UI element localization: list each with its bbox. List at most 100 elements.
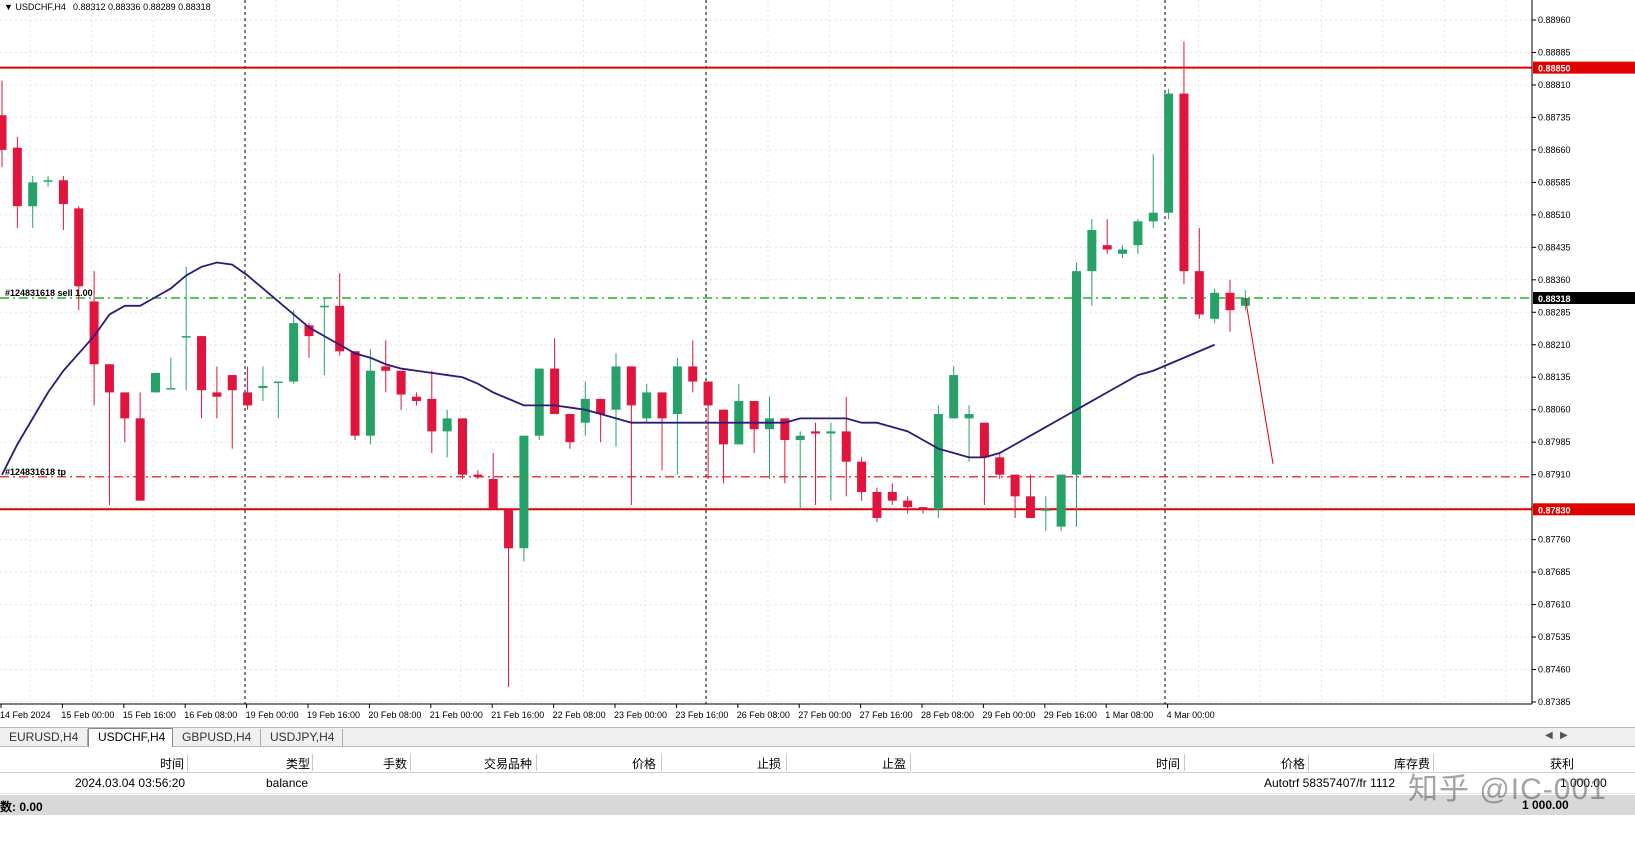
candle-body xyxy=(427,398,437,432)
candle-body xyxy=(995,457,1005,475)
candle-body xyxy=(58,180,68,205)
candle-body xyxy=(381,366,391,371)
time-tick-label: 28 Feb 08:00 xyxy=(921,710,974,720)
price-level-badge xyxy=(1533,503,1635,516)
price-tick-label: 0.88660 xyxy=(1538,145,1571,155)
time-tick-label: 19 Feb 00:00 xyxy=(246,710,299,720)
time-tick-label: 23 Feb 16:00 xyxy=(675,710,728,720)
price-tick-label: 0.88210 xyxy=(1538,340,1571,350)
col-close-time[interactable]: 时间 xyxy=(1155,757,1180,771)
candle-body xyxy=(365,370,375,436)
price-tick-label: 0.88585 xyxy=(1538,177,1571,187)
tab-usdchf[interactable]: USDCHF,H4 xyxy=(88,728,173,747)
candle-body xyxy=(565,414,575,443)
price-tick-label: 0.88960 xyxy=(1538,15,1571,25)
candle-body xyxy=(703,381,713,406)
chart-canvas[interactable]: #124831618 sell 1.00 #124831618 tp 0.88960… xyxy=(0,0,1635,727)
order-label-sell: #124831618 sell 1.00 xyxy=(5,288,93,298)
price-tick-label: 0.88360 xyxy=(1538,275,1571,285)
time-tick-label: 27 Feb 16:00 xyxy=(860,710,913,720)
candle-body xyxy=(780,418,790,441)
tab-scroll-right-icon[interactable]: ▶ xyxy=(1560,730,1568,741)
candle-body xyxy=(396,370,406,395)
candle-body xyxy=(611,366,621,410)
candle-body xyxy=(1025,496,1035,518)
price-tick-label: 0.88435 xyxy=(1538,242,1571,252)
price-tick-label: 0.88135 xyxy=(1538,372,1571,382)
col-sl[interactable]: 止损 xyxy=(756,757,781,771)
col-volume[interactable]: 手数 xyxy=(382,757,407,771)
price-tick-label: 0.87985 xyxy=(1538,437,1571,447)
col-swap[interactable]: 库存费 xyxy=(1393,757,1430,771)
col-profit[interactable]: 获利 xyxy=(1549,757,1574,771)
price-level-badge-label: 0.88850 xyxy=(1538,64,1571,74)
price-tick-label: 0.88885 xyxy=(1538,47,1571,57)
candle-body xyxy=(1194,271,1204,315)
price-tick-label: 0.88285 xyxy=(1538,307,1571,317)
candle-body xyxy=(596,398,606,415)
candle-body xyxy=(872,491,882,518)
candle-body xyxy=(918,507,928,510)
order-label-tp: #124831618 tp xyxy=(5,467,67,477)
candle-body xyxy=(1102,245,1112,250)
candle-body xyxy=(826,431,836,434)
tab-scroll-left-icon[interactable]: ◀ xyxy=(1545,730,1553,741)
candle-body xyxy=(227,375,237,391)
time-tick-label: 21 Feb 16:00 xyxy=(491,710,544,720)
tab-gbpusd[interactable]: GBPUSD,H4 xyxy=(173,729,261,746)
terminal-panel: 时间 类型 手数 交易品种 价格 止损 止盈 时间 价格 库存费 获利 2024… xyxy=(0,748,1635,862)
price-tick-label: 0.87760 xyxy=(1538,535,1571,545)
time-tick-label: 26 Feb 08:00 xyxy=(737,710,790,720)
col-price[interactable]: 价格 xyxy=(631,757,656,771)
time-tick-label: 15 Feb 00:00 xyxy=(61,710,114,720)
row-profit: 1 000.00 xyxy=(1560,776,1607,790)
candle-body xyxy=(688,366,698,382)
row-type: balance xyxy=(266,776,309,790)
candle-body xyxy=(258,385,268,389)
time-tick-label: 19 Feb 16:00 xyxy=(307,710,360,720)
candle-body xyxy=(550,368,560,415)
col-tp[interactable]: 止盈 xyxy=(881,757,906,771)
time-tick-label: 15 Feb 16:00 xyxy=(123,710,176,720)
candle-body xyxy=(319,305,329,308)
time-tick-label: 23 Feb 00:00 xyxy=(614,710,667,720)
candle-body xyxy=(979,422,989,458)
price-level-badge-label: 0.87830 xyxy=(1538,505,1571,515)
price-chart[interactable]: #124831618 sell 1.00 #124831618 tp 0.88960… xyxy=(0,0,1635,727)
candle-body xyxy=(289,323,299,382)
candle-body xyxy=(1179,93,1189,272)
row-time: 2024.03.04 03:56:20 xyxy=(75,776,186,790)
candle-body xyxy=(120,392,130,419)
candle-body xyxy=(1087,230,1097,272)
candle-body xyxy=(657,392,667,419)
chart-header-symbol: ▼ USDCHF,H4 xyxy=(4,2,66,12)
col-type[interactable]: 类型 xyxy=(285,757,310,771)
col-time[interactable]: 时间 xyxy=(159,757,184,771)
balance-total: 1 000.00 xyxy=(1522,798,1569,812)
candle-body xyxy=(104,364,114,393)
tab-usdjpy[interactable]: USDJPY,H4 xyxy=(261,729,343,746)
price-tick-label: 0.87385 xyxy=(1538,697,1571,707)
price-tick-label: 0.87610 xyxy=(1538,600,1571,610)
time-tick-label: 20 Feb 08:00 xyxy=(368,710,421,720)
price-tick-label: 0.87535 xyxy=(1538,632,1571,642)
watermark: 知乎 @IC-001 xyxy=(1408,773,1607,806)
tab-eurusd[interactable]: EURUSD,H4 xyxy=(0,729,88,746)
price-tick-label: 0.88060 xyxy=(1538,405,1571,415)
candle-body xyxy=(642,392,652,419)
col-close-price[interactable]: 价格 xyxy=(1280,757,1305,771)
col-symbol[interactable]: 交易品种 xyxy=(483,757,532,771)
candle-body xyxy=(0,115,7,150)
candle-body xyxy=(718,409,728,445)
candle-body xyxy=(151,372,160,393)
candle-body xyxy=(887,491,897,501)
candle-body xyxy=(626,366,636,406)
candle-body xyxy=(949,375,959,419)
price-tick-label: 0.88510 xyxy=(1538,210,1571,220)
candle-body xyxy=(933,414,943,510)
history-row[interactable]: 2024.03.04 03:56:20 balance Autotrf 5835… xyxy=(0,773,1635,794)
candle-body xyxy=(964,414,974,419)
candle-body xyxy=(488,478,498,510)
candle-body xyxy=(458,418,467,475)
candle-body xyxy=(243,392,253,406)
